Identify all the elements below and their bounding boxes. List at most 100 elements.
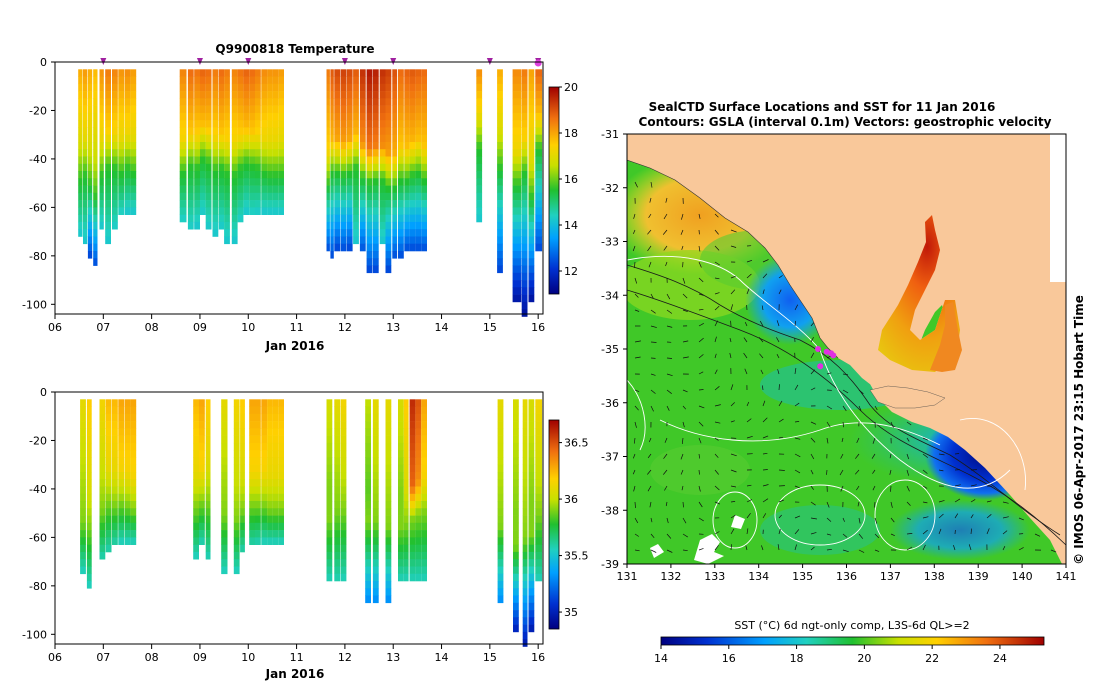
velocity-arrow bbox=[970, 514, 974, 519]
profile-cell bbox=[267, 428, 273, 436]
profile-cell bbox=[522, 413, 528, 422]
profile-cell bbox=[130, 69, 137, 77]
lat-tick-label: -32 bbox=[601, 182, 619, 195]
profile-cell bbox=[105, 76, 111, 85]
salinity-plot-frame bbox=[54, 391, 544, 645]
profile-cell bbox=[392, 105, 398, 114]
profile-cell bbox=[398, 522, 404, 531]
profile-cell bbox=[512, 214, 522, 223]
profile-column bbox=[218, 69, 225, 230]
profile-cell bbox=[535, 156, 543, 165]
profile-cell bbox=[237, 200, 244, 208]
profile-cell bbox=[326, 508, 333, 516]
profile-cell bbox=[409, 149, 416, 157]
profile-cell bbox=[237, 163, 244, 172]
profile-cell bbox=[385, 464, 392, 473]
gulf-st-vincent bbox=[930, 302, 962, 372]
profile-cell bbox=[392, 98, 398, 106]
profile-column bbox=[392, 69, 398, 259]
profile-cell bbox=[409, 105, 416, 114]
profile-cell bbox=[218, 192, 225, 201]
profile-cell bbox=[535, 421, 543, 429]
profile-cell bbox=[379, 214, 386, 223]
profile-cell bbox=[365, 566, 371, 575]
profile-cell bbox=[233, 501, 240, 509]
profile-cell bbox=[249, 501, 255, 509]
profile-cell bbox=[522, 573, 528, 582]
velocity-arrow bbox=[665, 501, 668, 507]
profile-cell bbox=[398, 105, 404, 114]
profile-cell bbox=[224, 149, 230, 157]
profile-cell bbox=[346, 134, 353, 143]
profile-cell bbox=[205, 413, 211, 422]
profile-cell bbox=[130, 163, 137, 172]
profile-cell bbox=[105, 236, 111, 245]
velocity-arrow bbox=[858, 549, 865, 553]
profile-cell bbox=[272, 399, 279, 407]
profile-cell bbox=[365, 581, 371, 589]
profile-column bbox=[497, 399, 504, 604]
profile-cell bbox=[255, 493, 261, 502]
profile-cell bbox=[379, 127, 386, 135]
profile-cell bbox=[87, 127, 93, 135]
profile-cell bbox=[326, 399, 333, 407]
profile-cell bbox=[365, 486, 371, 495]
velocity-arrow bbox=[650, 325, 657, 328]
profile-cell bbox=[231, 185, 238, 194]
profile-cell bbox=[359, 178, 366, 186]
profile-cell bbox=[267, 472, 273, 480]
profile-cell bbox=[233, 559, 240, 567]
profile-cell bbox=[512, 200, 522, 208]
profile-cell bbox=[521, 163, 528, 172]
profile-cell bbox=[205, 486, 211, 495]
profile-cell bbox=[398, 493, 404, 502]
profile-cell bbox=[497, 236, 503, 245]
profile-cell bbox=[130, 185, 137, 194]
profile-cell bbox=[409, 127, 416, 135]
profile-cell bbox=[409, 207, 416, 215]
profile-cell bbox=[200, 120, 206, 128]
profile-cell bbox=[330, 236, 334, 245]
profile-cell bbox=[415, 149, 422, 157]
profile-cell bbox=[522, 617, 528, 625]
profile-cell bbox=[83, 142, 88, 150]
profile-cell bbox=[124, 493, 131, 502]
profile-cell bbox=[497, 508, 504, 516]
profile-cell bbox=[86, 413, 92, 422]
velocity-arrow bbox=[794, 368, 797, 375]
profile-cell bbox=[83, 229, 88, 237]
profile-cell bbox=[99, 120, 104, 128]
profile-cell bbox=[521, 105, 528, 114]
velocity-arrow bbox=[778, 400, 783, 407]
profile-cell bbox=[221, 493, 228, 502]
profile-cell bbox=[326, 69, 330, 77]
profile-cell bbox=[99, 207, 104, 215]
profile-cell bbox=[379, 185, 386, 194]
velocity-arrow bbox=[666, 405, 670, 411]
profile-cell bbox=[353, 178, 359, 186]
velocity-arrow bbox=[762, 435, 769, 439]
profile-cell bbox=[93, 156, 98, 165]
profile-cell bbox=[398, 243, 404, 252]
profile-cell bbox=[409, 421, 416, 429]
profile-cell bbox=[130, 435, 137, 444]
profile-cell bbox=[124, 134, 131, 143]
cool-patch-south bbox=[890, 500, 1030, 560]
profile-cell bbox=[365, 435, 371, 444]
profile-cell bbox=[205, 457, 211, 465]
profile-cell bbox=[372, 537, 379, 545]
profile-cell bbox=[124, 486, 131, 495]
profile-cell bbox=[366, 185, 373, 194]
profile-cell bbox=[365, 472, 371, 480]
profile-cell bbox=[221, 559, 228, 567]
profile-cell bbox=[130, 120, 137, 128]
profile-cell bbox=[93, 214, 98, 223]
profile-cell bbox=[237, 83, 244, 92]
velocity-arrow bbox=[776, 354, 780, 359]
velocity-arrow bbox=[730, 229, 737, 233]
profile-cell bbox=[497, 69, 503, 77]
profile-cell bbox=[93, 149, 98, 157]
profile-cell bbox=[205, 421, 211, 429]
profile-cell bbox=[326, 450, 333, 458]
profile-cell bbox=[340, 522, 347, 531]
